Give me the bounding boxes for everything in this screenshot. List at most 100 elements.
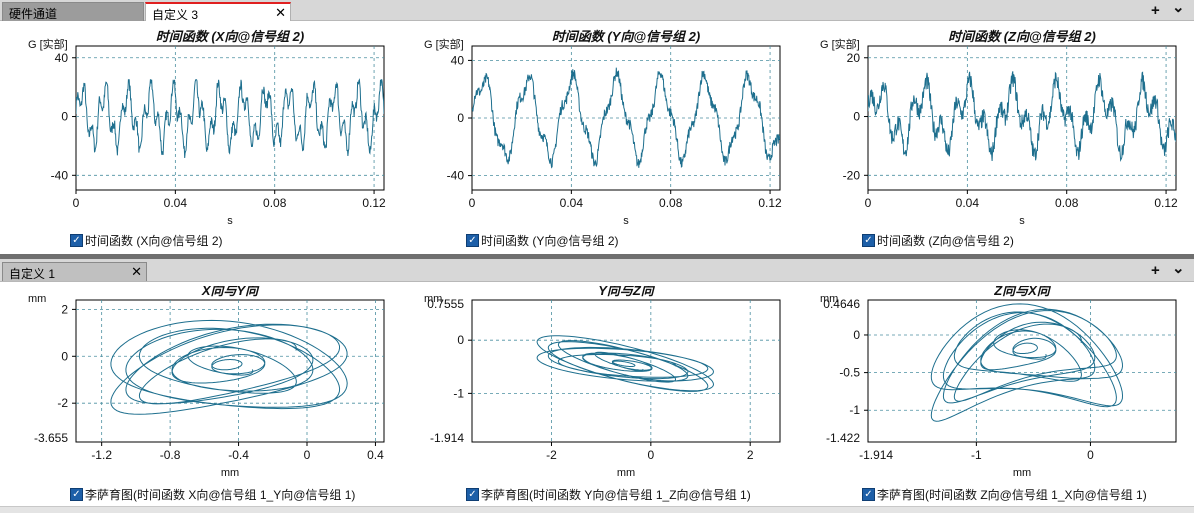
y-tick-label: -2 xyxy=(57,396,68,410)
y-tick-label: 0 xyxy=(457,111,464,125)
y-axis-label: mm xyxy=(820,293,838,305)
legend-label: 时间函数 (X向@信号组 2) xyxy=(85,234,223,248)
checkbox-icon[interactable]: ✓ xyxy=(466,488,479,501)
x-tick-label: 0.04 xyxy=(164,196,188,210)
x-axis-label: s xyxy=(227,215,233,227)
chart-title: Y向与Z向 xyxy=(598,286,656,298)
chart-time-x: 时间函数 (X向@信号组 2) G [实部] s 0 0.04 0.08 0.12 -40 0 4… xyxy=(28,29,386,227)
x-tick-label: -2 xyxy=(546,448,557,462)
checkbox-icon[interactable]: ✓ xyxy=(70,234,83,247)
legend-item[interactable]: ✓ 时间函数 (X向@信号组 2) xyxy=(70,232,223,249)
close-icon[interactable]: ✕ xyxy=(275,5,286,20)
x-tick-label: -0.8 xyxy=(160,448,181,462)
x-tick-label: 0.04 xyxy=(560,196,584,210)
x-tick-label: 0.12 xyxy=(362,196,386,210)
series-line xyxy=(868,71,1176,162)
chart-title: 时间函数 (Y向@信号组 2) xyxy=(552,29,700,44)
bottom-tab-bar: 自定义 1 ✕ + ⌄ xyxy=(0,259,1194,282)
x-tick-label: 0.4 xyxy=(367,448,384,462)
tab-hardware-channel[interactable]: 硬件通道 xyxy=(2,2,144,21)
y-tick-label: -1 xyxy=(453,386,464,400)
plot-area xyxy=(75,45,385,191)
tab-label: 自定义 3 xyxy=(152,8,199,22)
checkbox-icon[interactable]: ✓ xyxy=(466,234,479,247)
x-tick-label: 0 xyxy=(304,448,311,462)
series-line xyxy=(536,335,715,392)
add-icon[interactable]: + xyxy=(1151,262,1160,279)
y-range-label: 0.7555 xyxy=(427,297,464,311)
plot-area xyxy=(867,299,1177,443)
y-tick-label: 40 xyxy=(55,51,69,65)
chart-lissajous-xy: X向与Y向 mm mm -1.2 -0.8 -0.4 0 0.4 2 0 -2 -3.655 xyxy=(28,286,385,476)
tab-label: 自定义 1 xyxy=(9,267,56,281)
y-tick-label: 0 xyxy=(853,328,860,342)
x-tick-label: 0 xyxy=(73,196,80,210)
close-icon[interactable]: ✕ xyxy=(131,264,142,279)
x-axis-label: mm xyxy=(1013,467,1031,476)
y-tick-label: 40 xyxy=(451,53,465,67)
x-tick-label: 0 xyxy=(469,196,476,210)
checkbox-icon[interactable]: ✓ xyxy=(862,234,875,247)
x-tick-label: 0.08 xyxy=(1055,196,1079,210)
y-tick-label: 0 xyxy=(61,110,68,124)
y-axis-label: G [实部] xyxy=(424,37,464,51)
y-tick-label: -0.5 xyxy=(839,366,860,380)
x-tick-label: 0 xyxy=(1087,448,1094,462)
x-range-label: -1.914 xyxy=(859,448,893,462)
y-range-label: 0.4646 xyxy=(823,297,860,311)
legend-item[interactable]: ✓ 李萨育图(时间函数 Y向@信号组 1_Z向@信号组 1) xyxy=(466,486,751,503)
x-tick-label: 2 xyxy=(747,448,754,462)
y-range-label: -1.914 xyxy=(430,431,464,445)
legend-item[interactable]: ✓ 李萨育图(时间函数 Z向@信号组 1_X向@信号组 1) xyxy=(862,486,1147,503)
x-tick-label: -0.4 xyxy=(228,448,249,462)
add-icon[interactable]: + xyxy=(1151,2,1160,19)
chart-title: 时间函数 (Z向@信号组 2) xyxy=(948,29,1096,44)
x-tick-label: 0.08 xyxy=(263,196,287,210)
y-tick-label: 20 xyxy=(847,51,861,65)
x-axis-label: mm xyxy=(221,467,239,476)
y-tick-label: 0 xyxy=(61,349,68,363)
chevron-down-icon[interactable]: ⌄ xyxy=(1172,0,1185,16)
splitter[interactable] xyxy=(0,254,1194,259)
x-tick-label: 0 xyxy=(647,448,654,462)
legend-label: 李萨育图(时间函数 Z向@信号组 1_X向@信号组 1) xyxy=(877,488,1147,502)
legend-item[interactable]: ✓ 时间函数 (Y向@信号组 2) xyxy=(466,232,619,249)
x-tick-label: 0 xyxy=(865,196,872,210)
y-axis-label: G [实部] xyxy=(28,37,68,51)
y-tick-label: -40 xyxy=(447,169,465,183)
x-axis-label: s xyxy=(623,215,629,227)
legend-item[interactable]: ✓ 时间函数 (Z向@信号组 2) xyxy=(862,232,1014,249)
chevron-down-icon[interactable]: ⌄ xyxy=(1172,260,1185,277)
top-tab-bar: 硬件通道 自定义 3 ✕ + ⌄ xyxy=(0,0,1194,22)
y-tick-label: 0 xyxy=(457,333,464,347)
tab-custom-1[interactable]: 自定义 1 ✕ xyxy=(2,262,147,281)
x-tick-label: 0.08 xyxy=(659,196,683,210)
y-axis-label: mm xyxy=(424,293,442,305)
legend-label: 李萨育图(时间函数 X向@信号组 1_Y向@信号组 1) xyxy=(85,488,356,502)
series-line xyxy=(76,78,384,159)
tab-label: 硬件通道 xyxy=(9,7,58,21)
legend-label: 李萨育图(时间函数 Y向@信号组 1_Z向@信号组 1) xyxy=(481,488,751,502)
checkbox-icon[interactable]: ✓ xyxy=(70,488,83,501)
series-line xyxy=(930,303,1124,422)
x-tick-label: 0.12 xyxy=(1154,196,1178,210)
chart-title: X向与Y向 xyxy=(201,286,260,298)
y-axis-label: G [实部] xyxy=(820,37,860,51)
x-tick-label: -1 xyxy=(971,448,982,462)
checkbox-icon[interactable]: ✓ xyxy=(862,488,875,501)
y-axis-label: mm xyxy=(28,293,46,305)
chart-time-z: 时间函数 (Z向@信号组 2) G [实部] s 0 0.04 0.08 0.12 -20 0 2… xyxy=(820,29,1178,227)
y-tick-label: -20 xyxy=(843,168,861,182)
chart-title: Z向与X向 xyxy=(993,286,1052,298)
series-line xyxy=(472,67,780,169)
chart-time-y: 时间函数 (Y向@信号组 2) G [实部] s 0 0.04 0.08 0.12 -40 0 4… xyxy=(424,29,782,227)
x-tick-label: -1.2 xyxy=(91,448,112,462)
y-tick-label: 2 xyxy=(61,302,68,316)
x-tick-label: 0.04 xyxy=(956,196,980,210)
tab-custom-3[interactable]: 自定义 3 ✕ xyxy=(145,2,291,22)
x-axis-label: s xyxy=(1019,215,1025,227)
legend-item[interactable]: ✓ 李萨育图(时间函数 X向@信号组 1_Y向@信号组 1) xyxy=(70,486,355,503)
chart-title: 时间函数 (X向@信号组 2) xyxy=(156,29,304,44)
chart-lissajous-zx: Z向与X向 mm mm -1 0 0 -0.5 -1 0.4646 -1.422 -1.914 xyxy=(820,286,1177,476)
legend-label: 时间函数 (Z向@信号组 2) xyxy=(877,234,1014,248)
